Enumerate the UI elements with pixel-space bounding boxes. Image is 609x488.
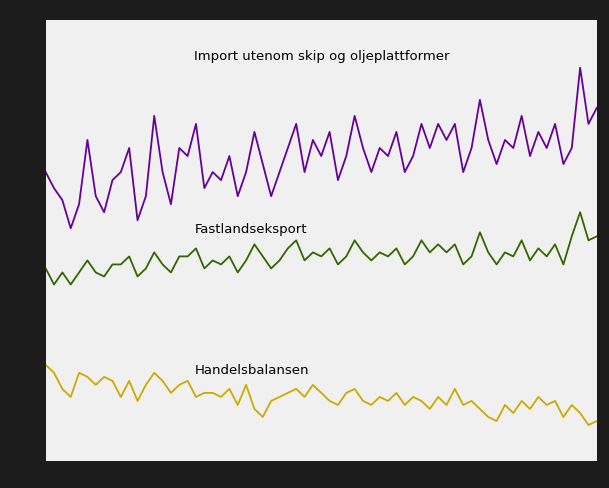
Text: Fastlandseksport: Fastlandseksport [194,223,307,236]
Text: Handelsbalansen: Handelsbalansen [194,364,309,377]
Text: Import utenom skip og oljeplattformer: Import utenom skip og oljeplattformer [194,50,450,63]
